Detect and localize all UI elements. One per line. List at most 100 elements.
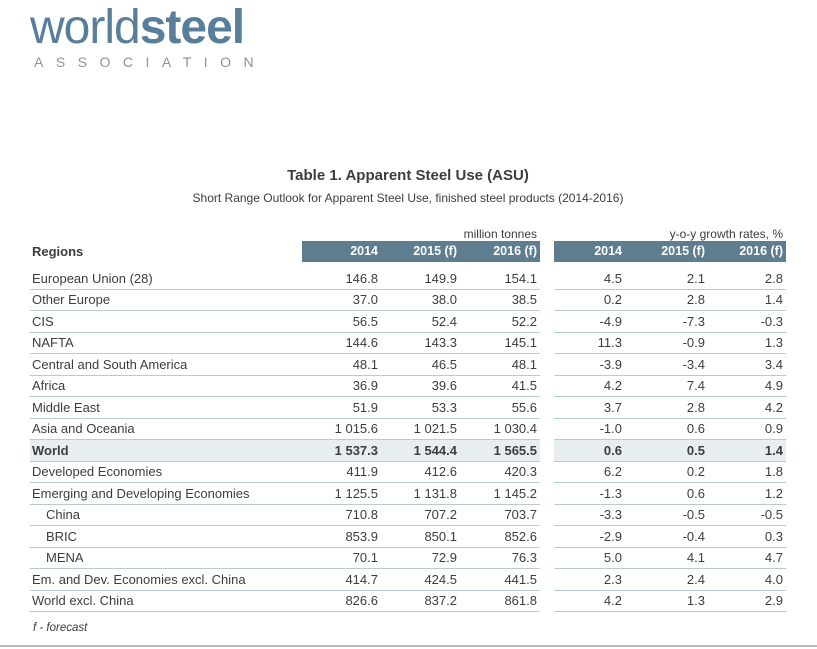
value-cell: 0.9 [708, 419, 786, 440]
value-cell: -3.3 [554, 505, 625, 526]
gap-cell [540, 290, 554, 312]
gap-cell [540, 268, 554, 290]
growth-2016f-header: 2016 (f) [708, 241, 786, 262]
table-row: Central and South America 48.1 46.5 48.1 -3.… [30, 354, 786, 376]
bottom-divider [0, 645, 817, 647]
gap-cell [540, 483, 554, 505]
value-cell: 1.2 [708, 483, 786, 505]
value-cell: 861.8 [460, 591, 540, 612]
value-cell: 52.2 [460, 311, 540, 333]
million-tonnes-label: million tonnes [463, 227, 537, 241]
value-cell: -1.0 [554, 419, 625, 440]
region-cell: European Union (28) [30, 268, 302, 290]
value-cell: 4.5 [554, 268, 625, 290]
table-row: NAFTA 144.6 143.3 145.1 11.3 -0.9 1.3 [30, 333, 786, 354]
region-cell: Other Europe [30, 290, 302, 311]
value-cell: 144.6 [302, 333, 381, 354]
value-cell: 1.3 [708, 333, 786, 354]
value-cell: 76.3 [460, 548, 540, 569]
value-cell: -0.9 [625, 333, 708, 354]
value-cell: -4.9 [554, 311, 625, 333]
value-cell: 0.3 [708, 526, 786, 548]
value-cell: 36.9 [302, 376, 381, 397]
logo-steel-text: steel [139, 1, 245, 54]
value-cell: 1.3 [625, 591, 708, 612]
value-cell: 0.2 [554, 290, 625, 311]
value-cell: 2.8 [625, 290, 708, 311]
value-cell: 2.4 [625, 569, 708, 591]
growth-2014-header: 2014 [554, 241, 625, 262]
region-cell: CIS [30, 311, 302, 333]
value-cell: -0.3 [708, 311, 786, 333]
value-cell: 56.5 [302, 311, 381, 333]
regions-column-header: Regions [32, 244, 84, 259]
logo-association-text: ASSOCIATION [34, 54, 267, 70]
table-row: CIS 56.5 52.4 52.2 -4.9 -7.3 -0.3 [30, 311, 786, 333]
value-cell: 3.7 [554, 397, 625, 419]
value-cell: 441.5 [460, 569, 540, 591]
value-cell: 2.8 [708, 268, 786, 290]
gap-cell [540, 419, 554, 441]
value-cell: 710.8 [302, 505, 381, 526]
value-cell: 4.9 [708, 376, 786, 397]
value-cell: -0.5 [708, 505, 786, 526]
value-cell: 3.4 [708, 354, 786, 376]
table-row: Middle East 51.9 53.3 55.6 3.7 2.8 4.2 [30, 397, 786, 419]
value-cell: -7.3 [625, 311, 708, 333]
growth-2015f-header: 2015 (f) [625, 241, 708, 262]
gap-cell [540, 591, 554, 613]
table-row: Africa 36.9 39.6 41.5 4.2 7.4 4.9 [30, 376, 786, 397]
value-cell: 55.6 [460, 397, 540, 419]
value-cell: 4.2 [708, 397, 786, 419]
value-cell: 0.6 [625, 419, 708, 440]
value-cell: 1.4 [708, 290, 786, 311]
value-cell: 154.1 [460, 268, 540, 290]
table-row: Em. and Dev. Economies excl. China 414.7 4… [30, 569, 786, 591]
table-row: European Union (28) 146.8 149.9 154.1 4.5 2.1… [30, 268, 786, 290]
region-cell: Em. and Dev. Economies excl. China [30, 569, 302, 591]
table-row: China 710.8 707.2 703.7 -3.3 -0.5 -0.5 [30, 505, 786, 527]
value-cell: -2.9 [554, 526, 625, 548]
value-cell: 411.9 [302, 462, 381, 483]
value-cell: 4.7 [708, 548, 786, 569]
value-cell: 72.9 [381, 548, 460, 569]
value-cell: 4.2 [554, 591, 625, 612]
value-cell: 2.1 [625, 268, 708, 290]
value-cell: 0.6 [554, 440, 625, 462]
value-cell: 1 145.2 [460, 483, 540, 505]
table-row: BRIC 853.9 850.1 852.6 -2.9 -0.4 0.3 [30, 526, 786, 548]
asu-table: million tonnes y-o-y growth rates, % Reg… [30, 227, 786, 612]
value-cell: 53.3 [381, 397, 460, 419]
value-cell: 1 544.4 [381, 440, 460, 462]
value-cell: 0.5 [625, 440, 708, 462]
value-cell: 149.9 [381, 268, 460, 290]
value-cell: 703.7 [460, 505, 540, 526]
value-cell: -0.4 [625, 526, 708, 548]
value-cell: 52.4 [381, 311, 460, 333]
value-cell: 0.6 [625, 483, 708, 505]
forecast-footnote: f - forecast [33, 622, 88, 634]
region-cell: China [30, 505, 302, 526]
value-cell: 143.3 [381, 333, 460, 354]
region-cell: Emerging and Developing Economies [30, 483, 302, 505]
value-cell: 41.5 [460, 376, 540, 397]
region-cell: MENA [30, 548, 302, 569]
value-cell: 46.5 [381, 354, 460, 376]
tonnes-2015f-header: 2015 (f) [381, 241, 460, 262]
table-row: World excl. China 826.6 837.2 861.8 4.2 1.3 2.… [30, 591, 786, 613]
value-cell: 39.6 [381, 376, 460, 397]
gap-cell [540, 569, 554, 591]
value-cell: 1.8 [708, 462, 786, 483]
table-title: Table 1. Apparent Steel Use (ASU) [287, 167, 529, 184]
value-cell: 145.1 [460, 333, 540, 354]
gap-cell [540, 354, 554, 376]
tonnes-2016f-header: 2016 (f) [460, 241, 540, 262]
gap-cell [540, 505, 554, 527]
value-cell: 48.1 [302, 354, 381, 376]
value-cell: 38.5 [460, 290, 540, 311]
value-cell: 11.3 [554, 333, 625, 354]
value-cell: 4.0 [708, 569, 786, 591]
table-subtitle: Short Range Outlook for Apparent Steel U… [192, 191, 624, 205]
value-cell: 1 125.5 [302, 483, 381, 505]
value-cell: 4.2 [554, 376, 625, 397]
